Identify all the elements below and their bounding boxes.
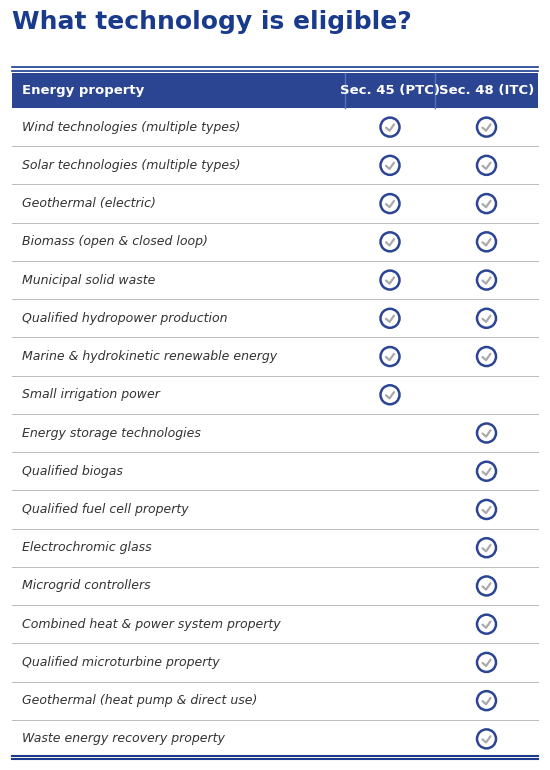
- Text: Qualified biogas: Qualified biogas: [22, 465, 123, 477]
- FancyBboxPatch shape: [12, 643, 538, 681]
- Text: Biomass (open & closed loop): Biomass (open & closed loop): [22, 236, 208, 248]
- FancyBboxPatch shape: [12, 261, 538, 300]
- FancyBboxPatch shape: [12, 452, 538, 490]
- FancyBboxPatch shape: [12, 146, 538, 185]
- Text: Qualified microturbine property: Qualified microturbine property: [22, 656, 219, 669]
- Text: What technology is eligible?: What technology is eligible?: [12, 10, 412, 34]
- Text: Qualified hydropower production: Qualified hydropower production: [22, 312, 228, 325]
- FancyBboxPatch shape: [12, 185, 538, 223]
- FancyBboxPatch shape: [12, 720, 538, 758]
- FancyBboxPatch shape: [12, 337, 538, 376]
- Text: Qualified fuel cell property: Qualified fuel cell property: [22, 503, 189, 516]
- Text: Geothermal (electric): Geothermal (electric): [22, 197, 156, 210]
- FancyBboxPatch shape: [12, 108, 538, 146]
- Text: Electrochromic glass: Electrochromic glass: [22, 541, 152, 554]
- FancyBboxPatch shape: [12, 414, 538, 452]
- FancyBboxPatch shape: [12, 223, 538, 261]
- FancyBboxPatch shape: [12, 605, 538, 643]
- FancyBboxPatch shape: [12, 300, 538, 337]
- Text: Energy property: Energy property: [22, 84, 144, 97]
- Text: Municipal solid waste: Municipal solid waste: [22, 273, 155, 286]
- Text: Combined heat & power system property: Combined heat & power system property: [22, 618, 280, 631]
- Text: Marine & hydrokinetic renewable energy: Marine & hydrokinetic renewable energy: [22, 350, 277, 363]
- FancyBboxPatch shape: [12, 73, 538, 108]
- Text: Waste energy recovery property: Waste energy recovery property: [22, 732, 225, 745]
- Text: Wind technologies (multiple types): Wind technologies (multiple types): [22, 121, 240, 134]
- Text: Sec. 48 (ITC): Sec. 48 (ITC): [439, 84, 534, 97]
- FancyBboxPatch shape: [12, 528, 538, 567]
- FancyBboxPatch shape: [12, 681, 538, 720]
- Text: Solar technologies (multiple types): Solar technologies (multiple types): [22, 159, 240, 172]
- Text: Microgrid controllers: Microgrid controllers: [22, 580, 151, 592]
- FancyBboxPatch shape: [12, 490, 538, 528]
- Text: Geothermal (heat pump & direct use): Geothermal (heat pump & direct use): [22, 694, 257, 707]
- Text: Sec. 45 (PTC): Sec. 45 (PTC): [340, 84, 440, 97]
- FancyBboxPatch shape: [12, 567, 538, 605]
- Text: Small irrigation power: Small irrigation power: [22, 388, 160, 401]
- FancyBboxPatch shape: [12, 376, 538, 414]
- Text: Energy storage technologies: Energy storage technologies: [22, 427, 201, 440]
